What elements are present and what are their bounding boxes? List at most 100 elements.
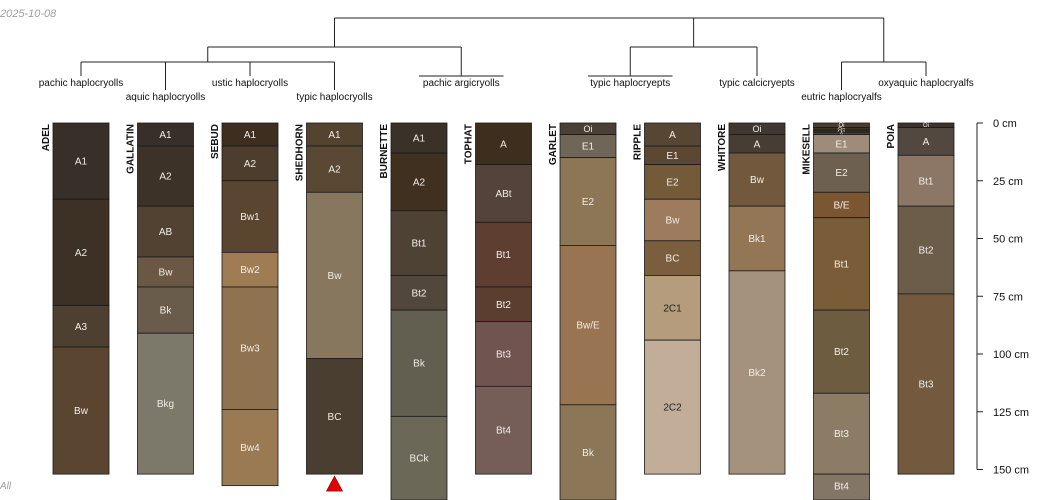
horizon-label: E2 <box>582 197 595 208</box>
horizon-label: A2 <box>244 159 257 170</box>
horizon-label: Bw1 <box>240 212 260 223</box>
horizon-label: B/E <box>833 201 849 212</box>
horizon-mikesell-9 <box>813 309 870 394</box>
corner-label: All <box>0 481 12 492</box>
horizon-label: E1 <box>582 142 595 153</box>
profile-shedhorn: A1 A2 Bw BC SHEDHORN <box>295 122 363 492</box>
horizon-garlet-5 <box>559 404 617 500</box>
horizon-garlet-4 <box>559 245 617 406</box>
horizon-label: A1 <box>413 134 426 145</box>
horizon-label: A1 <box>75 157 88 168</box>
horizon-label: Bk2 <box>748 368 766 379</box>
horizon-poia-4 <box>897 205 955 295</box>
horizon-label: Bw <box>74 406 89 417</box>
profile-name: TOPHAT <box>464 124 475 164</box>
horizon-sebud-5 <box>221 286 279 410</box>
horizon-label: Bt2 <box>918 246 933 257</box>
date-label: 2025-10-08 <box>0 8 57 20</box>
horizon-gallatin-6 <box>137 332 194 475</box>
horizon-label: BCk <box>410 454 430 465</box>
horizon-label: A2 <box>75 248 88 259</box>
horizon-label: Bt1 <box>834 259 849 270</box>
profile-name: GARLET <box>548 124 559 165</box>
horizon-label: A1 <box>244 130 257 141</box>
horizon-label: A <box>500 139 507 150</box>
horizon-tophat-1 <box>475 122 532 165</box>
dendrogram <box>80 17 927 90</box>
horizon-label: Bw3 <box>240 344 260 355</box>
horizon-burnette-1 <box>390 122 448 154</box>
horizon-burnette-4 <box>390 275 448 311</box>
horizon-label: E1 <box>666 151 679 162</box>
horizon-label: Bw <box>328 271 343 282</box>
horizon-ripple-6 <box>644 275 701 341</box>
profile-name: BURNETTE <box>379 124 390 179</box>
horizon-label: Bt1 <box>411 239 426 250</box>
horizon-label: A1 <box>159 130 172 141</box>
horizon-mikesell-6 <box>813 152 870 193</box>
horizon-burnette-6 <box>390 415 448 500</box>
taxon-label: oxyaquic haplocryalfs <box>878 78 974 89</box>
taxon-label: pachic haplocryolls <box>39 78 124 89</box>
profile-name: WHITORE <box>717 124 728 171</box>
taxon-label: ustic haplocryolls <box>212 78 288 89</box>
horizon-garlet-3 <box>559 157 617 246</box>
horizon-label: Bt4 <box>834 482 849 493</box>
horizon-label: AB <box>159 227 173 238</box>
horizon-tophat-2 <box>475 164 532 223</box>
horizon-label: Oi <box>923 123 929 129</box>
taxon-label: eutric haplocryalfs <box>801 92 882 103</box>
profile-name: ADEL <box>41 124 52 151</box>
profile-name: RIPPLE <box>633 124 644 160</box>
horizon-adel-2 <box>52 198 110 306</box>
profile-name: GALLATIN <box>126 124 137 174</box>
horizon-ripple-4 <box>644 198 701 242</box>
horizon-mikesell-10 <box>813 392 870 475</box>
profiles: A1 A2 A3 Bw ADEL A1 A2 AB Bw Bk Bkg GALLATIN A1 A2 Bw1… <box>41 122 955 500</box>
depth-axis: 0 cm 25 cm 50 cm 75 cm 100 cm 125 cm 150 cm <box>976 118 1029 477</box>
horizon-label: Oi <box>753 124 762 134</box>
horizon-label: BC <box>666 254 680 265</box>
profile-name: SEBUD <box>210 124 221 159</box>
horizon-tophat-3 <box>475 221 532 288</box>
horizon-label: A <box>754 139 761 150</box>
horizon-label: E1 <box>835 139 848 150</box>
profile-name: MIKESELL <box>802 124 813 175</box>
axis-tick-label: 125 cm <box>993 407 1029 419</box>
horizon-sebud-3 <box>221 180 279 253</box>
profile-ripple: A E1 E2 Bw BC 2C1 2C2 RIPPLE <box>633 122 701 475</box>
profile-name: POIA <box>886 124 897 148</box>
horizon-label: A2 <box>328 165 341 176</box>
horizon-label: Bk1 <box>748 234 766 245</box>
horizon-label: Bw/E <box>576 321 600 332</box>
profile-gallatin: A1 A2 AB Bw Bk Bkg GALLATIN <box>126 122 194 475</box>
horizon-tophat-6 <box>475 385 532 475</box>
profile-garlet: Oi E1 E2 Bw/E Bk GARLET <box>548 122 617 500</box>
horizon-label: A3 <box>75 322 88 333</box>
horizon-label: Bk <box>413 359 426 370</box>
horizon-label: Bt3 <box>918 380 933 391</box>
axis-tick-label: 25 cm <box>993 176 1023 188</box>
axis-tick-label: 50 cm <box>993 234 1023 246</box>
horizon-whitore-5 <box>728 270 786 475</box>
horizon-label: 2C2 <box>663 403 682 414</box>
horizon-poia-3 <box>897 154 955 207</box>
horizon-ripple-3 <box>644 164 701 200</box>
profile-whitore: Oi A Bw Bk1 Bk2 WHITORE <box>717 122 786 475</box>
horizon-label: E2 <box>666 177 679 188</box>
horizon-label: Bt2 <box>834 347 849 358</box>
horizon-mikesell-8 <box>813 217 870 311</box>
horizon-ripple-7 <box>644 339 701 475</box>
horizon-label: A <box>669 130 676 141</box>
horizon-shedhorn-3 <box>306 191 363 360</box>
axis-tick-label: 150 cm <box>993 465 1029 477</box>
horizon-tophat-4 <box>475 286 532 323</box>
horizon-label: Oi <box>839 123 845 129</box>
horizon-whitore-3 <box>728 152 786 207</box>
truncation-marker <box>326 475 343 492</box>
horizon-label: Bt2 <box>411 288 426 299</box>
horizon-shedhorn-4 <box>306 358 363 475</box>
horizon-label: Bt1 <box>918 176 933 187</box>
profile-adel: A1 A2 A3 Bw ADEL <box>41 122 110 475</box>
